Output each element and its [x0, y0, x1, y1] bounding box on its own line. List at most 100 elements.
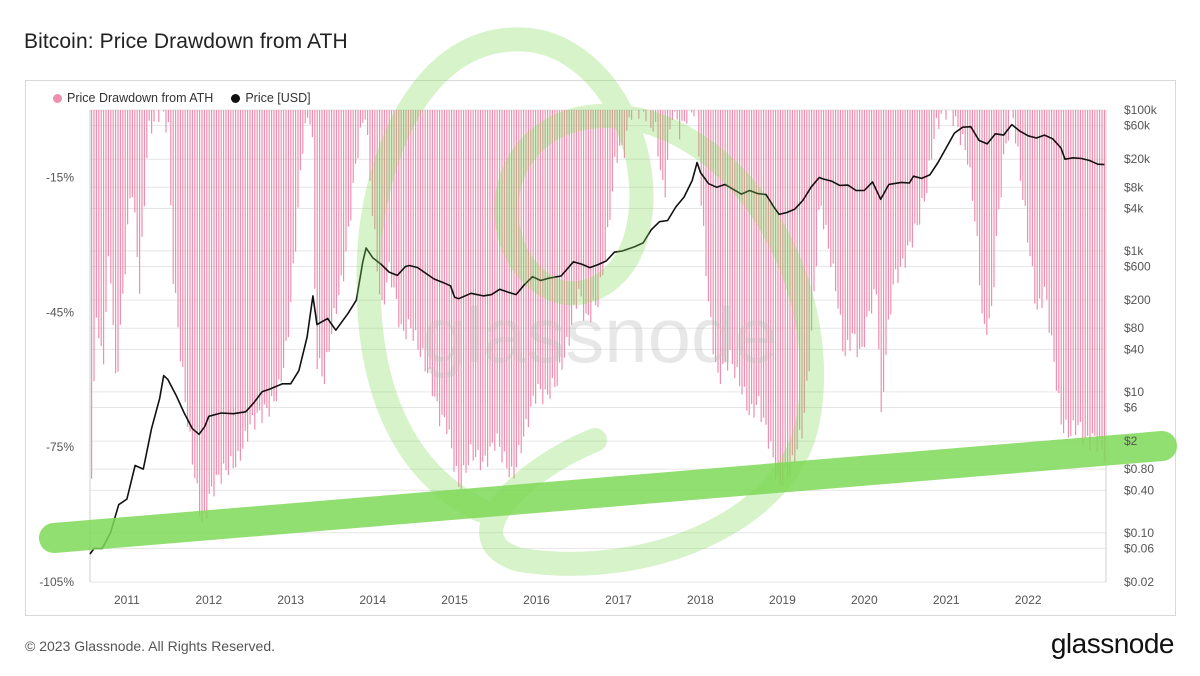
drawdown-bar [604, 110, 606, 261]
drawdown-bar [923, 110, 925, 202]
drawdown-bar [676, 110, 678, 120]
drawdown-bar [499, 110, 501, 447]
drawdown-bar [364, 110, 366, 120]
drawdown-bar [724, 110, 726, 363]
y-right-tick-label: $4k [1124, 202, 1144, 216]
y-right-tick-label: $2 [1124, 434, 1138, 448]
drawdown-bar [268, 110, 270, 417]
drawdown-bar [779, 110, 781, 486]
y-right-tick-label: $0.10 [1124, 526, 1154, 540]
drawdown-bar [952, 110, 954, 127]
drawdown-bar [153, 110, 155, 122]
drawdown-bar [124, 110, 126, 275]
drawdown-bar [189, 110, 191, 432]
drawdown-bar [808, 110, 810, 372]
x-tick-label: 2014 [359, 593, 386, 607]
legend-item-price[interactable]: Price [USD] [231, 91, 311, 105]
drawdown-bar [350, 110, 352, 221]
drawdown-bar [295, 110, 297, 252]
drawdown-bars [91, 110, 1105, 523]
drawdown-bar [727, 110, 729, 371]
drawdown-bar [547, 110, 549, 395]
drawdown-bar [453, 110, 455, 472]
drawdown-bar [897, 110, 899, 283]
drawdown-bar [343, 110, 345, 282]
drawdown-bar [614, 110, 616, 157]
drawdown-bar [148, 110, 150, 121]
drawdown-bar [532, 110, 534, 396]
drawdown-bar [561, 110, 563, 370]
drawdown-bar [141, 110, 143, 237]
drawdown-bar [835, 110, 837, 292]
drawdown-bar [1082, 110, 1084, 445]
drawdown-bar [1034, 110, 1036, 304]
drawdown-bar [518, 110, 520, 446]
drawdown-bar [530, 110, 532, 407]
drawdown-bar [304, 110, 306, 124]
drawdown-bar [91, 110, 93, 479]
drawdown-bar [239, 110, 241, 461]
drawdown-bar [201, 110, 203, 523]
drawdown-bar [669, 110, 671, 130]
drawdown-bar [311, 110, 313, 138]
drawdown-bar [194, 110, 196, 479]
drawdown-bar [427, 110, 429, 374]
drawdown-bar [667, 110, 669, 160]
drawdown-bar [854, 110, 856, 335]
brand-logo[interactable]: glassnode [1050, 628, 1175, 659]
drawdown-bar [837, 110, 839, 309]
drawdown-bar [928, 110, 930, 161]
drawdown-bar [1065, 110, 1067, 420]
x-tick-label: 2016 [523, 593, 550, 607]
drawdown-bar [806, 110, 808, 381]
drawdown-bar [470, 110, 472, 445]
drawdown-bar [249, 110, 251, 425]
highlight-annotations [39, 27, 1177, 576]
drawdown-bar [892, 110, 894, 285]
drawdown-bar [230, 110, 232, 457]
drawdown-bar [508, 110, 510, 478]
drawdown-bar [127, 110, 129, 225]
drawdown-bar [959, 110, 961, 146]
drawdown-bar [263, 110, 265, 405]
y-right-tick-label: $10 [1124, 385, 1144, 399]
legend-item-drawdown[interactable]: Price Drawdown from ATH [53, 91, 213, 105]
drawdown-bar [717, 110, 719, 373]
drawdown-bar [652, 110, 654, 132]
drawdown-bar [755, 110, 757, 405]
drawdown-bar [119, 110, 121, 325]
drawdown-bar [1051, 110, 1053, 336]
drawdown-bar [115, 110, 117, 374]
drawdown-bar [940, 110, 942, 114]
drawdown-bar [374, 110, 376, 230]
drawdown-bar [1101, 110, 1103, 450]
y-right-tick-label: $0.40 [1124, 483, 1154, 497]
drawdown-bar [777, 110, 779, 475]
drawdown-bar [431, 110, 433, 397]
drawdown-bar [592, 110, 594, 301]
drawdown-bar [203, 110, 205, 513]
drawdown-bar [916, 110, 918, 226]
drawdown-bar [105, 110, 107, 313]
drawdown-bar [974, 110, 976, 222]
drawdown-bar [314, 110, 316, 289]
drawdown-bar [475, 110, 477, 458]
drawdown-bar [455, 110, 457, 466]
drawdown-bar [883, 110, 885, 392]
drawdown-bar [232, 110, 234, 469]
drawdown-bar [993, 110, 995, 288]
drawdown-bar [568, 110, 570, 346]
x-tick-label: 2011 [114, 593, 140, 607]
drawdown-bar [664, 110, 666, 198]
drawdown-bar [208, 110, 210, 494]
drawdown-bar [650, 110, 652, 128]
drawdown-bar [179, 110, 181, 362]
drawdown-bar [890, 110, 892, 315]
drawdown-bar [98, 110, 100, 339]
drawdown-bar [419, 110, 421, 357]
drawdown-bar [1046, 110, 1048, 300]
drawdown-bar [909, 110, 911, 242]
drawdown-bar [1094, 110, 1096, 436]
drawdown-bar [355, 110, 357, 164]
drawdown-bar [575, 110, 577, 309]
